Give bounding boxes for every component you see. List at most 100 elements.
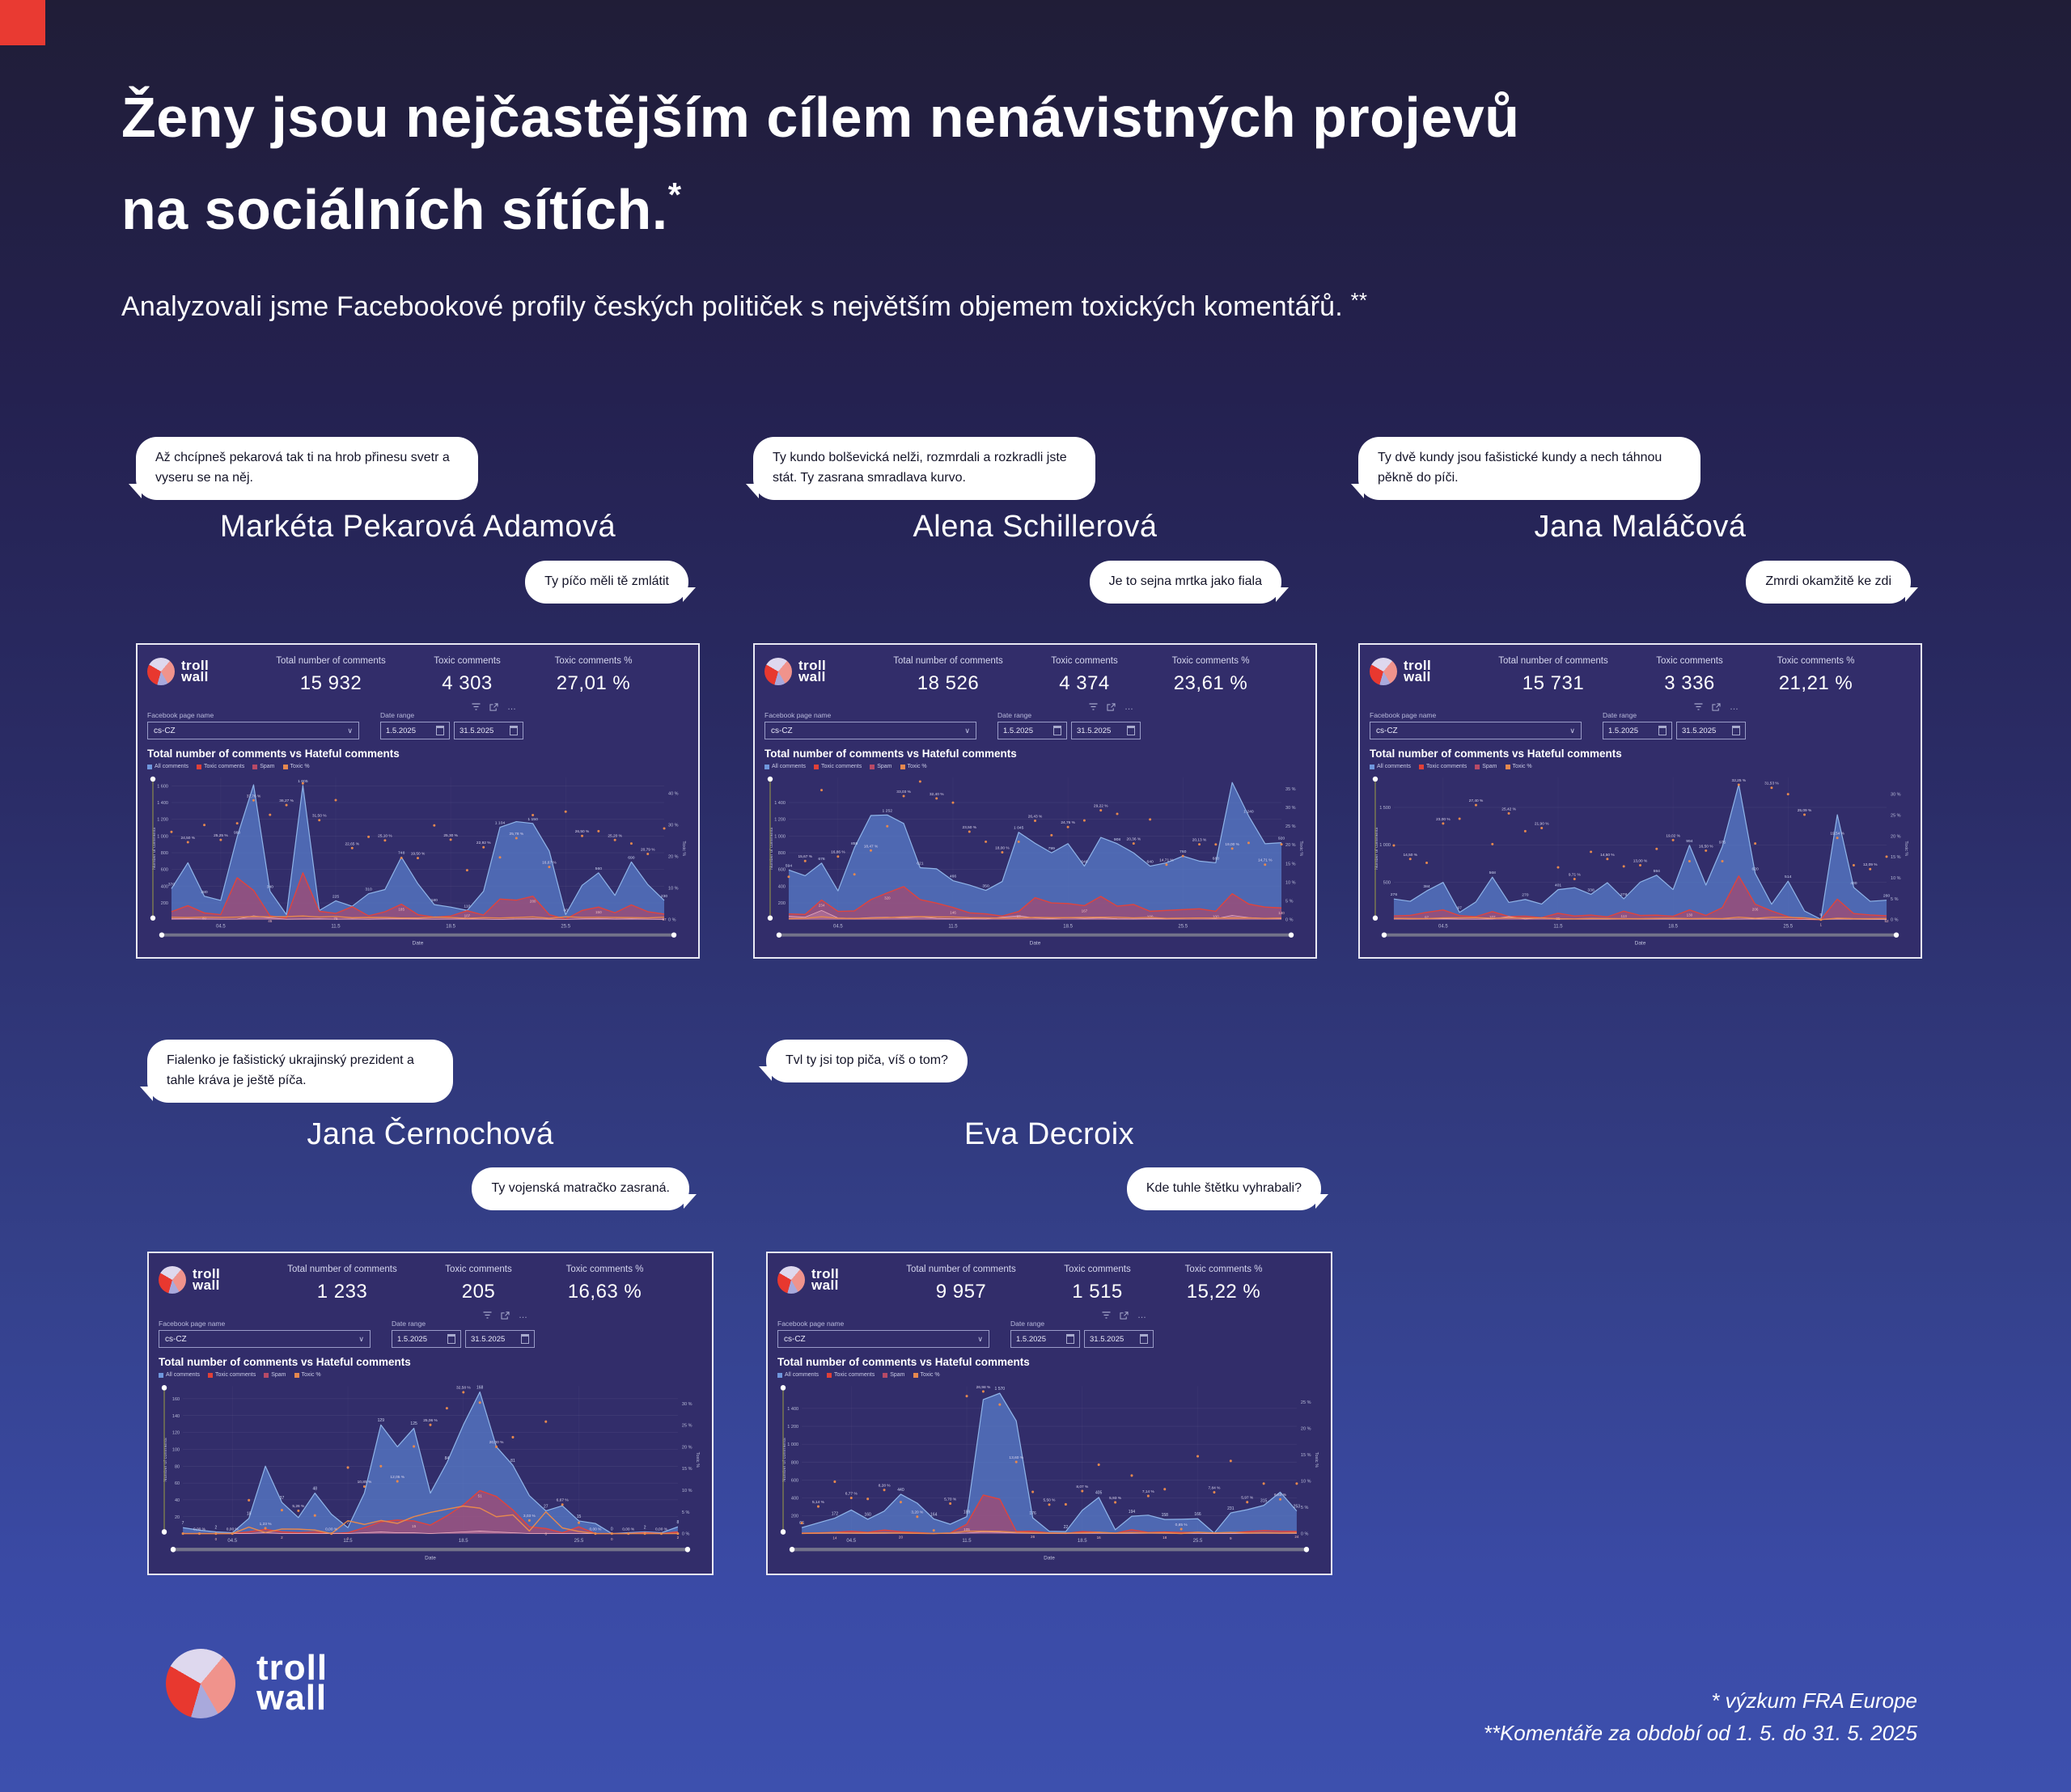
kpi-toxic-comments: Toxic comments 4 303 … — [413, 653, 522, 712]
expand-icon[interactable] — [501, 1311, 510, 1320]
expand-icon[interactable] — [489, 703, 498, 711]
kpi-label: Toxic comments — [1064, 1265, 1131, 1274]
svg-text:146: 146 — [950, 911, 956, 915]
x-range-handle[interactable] — [1893, 932, 1899, 938]
x-range-handle[interactable] — [684, 1546, 691, 1553]
date-to-input[interactable]: 31.5.2025 — [465, 1330, 535, 1348]
kpi-value: 205 — [461, 1281, 496, 1303]
politician-card: Tvl ty jsi top piča, víš o tom? Eva Decr… — [759, 1040, 1332, 1590]
svg-text:600: 600 — [791, 1478, 798, 1483]
filter-icon[interactable] — [1102, 1311, 1111, 1320]
date-to-input[interactable]: 31.5.2025 — [454, 722, 523, 739]
filter-label: Facebook page name — [777, 1320, 845, 1328]
more-options-icon[interactable]: … — [1137, 1311, 1147, 1320]
facebook-page-select[interactable]: cs-CZ ∨ — [1370, 722, 1582, 739]
svg-text:160: 160 — [172, 1397, 180, 1402]
date-from-input[interactable]: 1.5.2025 — [392, 1330, 461, 1348]
filter-icon[interactable] — [483, 1311, 492, 1320]
y-range-handle[interactable] — [150, 776, 156, 782]
y-range-handle[interactable] — [767, 776, 773, 782]
svg-text:1 605: 1 605 — [298, 779, 308, 784]
svg-text:1 200: 1 200 — [157, 818, 168, 823]
expand-icon[interactable] — [1712, 703, 1721, 711]
filter-icon[interactable] — [472, 703, 481, 711]
kpi-total-comments: Total number of comments 15 932 — [254, 653, 408, 695]
legend-item: All comments — [159, 1372, 200, 1378]
legend-item: Toxic comments — [814, 764, 862, 769]
hate-comment-text: Je to sejna mrtka jako fiala — [1108, 574, 1262, 588]
date-to-input[interactable]: 31.5.2025 — [1071, 722, 1141, 739]
date-from-input[interactable]: 1.5.2025 — [380, 722, 450, 739]
kpi-label: Toxic comments — [434, 656, 501, 666]
facebook-page-select[interactable]: cs-CZ ∨ — [764, 722, 976, 739]
date-filter-group: Date range 1.5.2025 31.5.2025 — [1603, 711, 1746, 739]
x-range-handle[interactable] — [671, 932, 677, 938]
svg-text:110: 110 — [464, 904, 470, 909]
svg-text:140: 140 — [172, 1414, 180, 1419]
x-range-handle[interactable] — [776, 932, 782, 938]
kpi-label: Toxic comments — [445, 1265, 512, 1274]
expand-icon[interactable] — [1107, 703, 1116, 711]
svg-text:32,40 %: 32,40 % — [930, 792, 944, 797]
chevron-down-icon: ∨ — [358, 1334, 364, 1343]
visual-toolbar: … — [483, 1311, 528, 1320]
more-options-icon[interactable]: … — [1730, 702, 1739, 712]
svg-text:23,50 %: 23,50 % — [963, 825, 977, 830]
y-range-handle[interactable] — [780, 1385, 786, 1391]
date-from-input[interactable]: 1.5.2025 — [1010, 1330, 1080, 1348]
filter-icon[interactable] — [1694, 703, 1703, 711]
kpi-value: 21,21 % — [1778, 672, 1853, 694]
y-range-handle[interactable] — [767, 915, 773, 921]
svg-text:150: 150 — [595, 910, 602, 914]
y-range-handle[interactable] — [780, 1529, 786, 1535]
svg-text:3,03 %: 3,03 % — [523, 1514, 536, 1519]
kpi-value: 23,61 % — [1173, 672, 1248, 694]
facebook-page-select[interactable]: cs-CZ ∨ — [147, 722, 359, 739]
x-range-handle[interactable] — [159, 932, 165, 938]
svg-text:1 000: 1 000 — [787, 1442, 798, 1447]
kpi-toxic-pct: Toxic comments % 15,22 % — [1157, 1261, 1290, 1303]
y-range-handle[interactable] — [161, 1529, 167, 1535]
calendar-icon — [1127, 726, 1135, 735]
x-range-handle[interactable] — [1381, 932, 1387, 938]
svg-text:0,85 %: 0,85 % — [1175, 1523, 1188, 1527]
date-to-input[interactable]: 31.5.2025 — [1084, 1330, 1154, 1348]
filter-icon[interactable] — [1089, 703, 1098, 711]
facebook-page-select[interactable]: cs-CZ ∨ — [159, 1330, 371, 1348]
svg-text:0 %: 0 % — [668, 918, 676, 923]
spam-swatch-icon — [870, 764, 875, 769]
trollwall-wordmark: troll wall — [811, 1266, 840, 1293]
x-range-handle[interactable] — [1288, 932, 1294, 938]
toxic-pct-swatch-icon — [1505, 764, 1510, 769]
x-range-handle[interactable] — [789, 1546, 795, 1553]
y-range-handle[interactable] — [161, 1385, 167, 1391]
more-options-icon[interactable]: … — [519, 1311, 528, 1320]
more-options-icon[interactable]: … — [507, 702, 517, 712]
kpi-toxic-comments: Toxic comments 4 374 … — [1030, 653, 1139, 712]
svg-text:2: 2 — [677, 1536, 680, 1540]
svg-text:1 570: 1 570 — [995, 1387, 1006, 1392]
more-options-icon[interactable]: … — [1124, 702, 1134, 712]
svg-text:20,13 %: 20,13 % — [1192, 838, 1207, 843]
date-from-input[interactable]: 1.5.2025 — [997, 722, 1067, 739]
svg-text:6,50 %: 6,50 % — [1274, 1493, 1287, 1498]
svg-text:18.5: 18.5 — [1063, 925, 1073, 930]
facebook-page-select[interactable]: cs-CZ ∨ — [777, 1330, 989, 1348]
y-range-handle[interactable] — [150, 915, 156, 921]
svg-text:310: 310 — [365, 888, 372, 892]
date-to-input[interactable]: 31.5.2025 — [1676, 722, 1746, 739]
svg-text:20,36 %: 20,36 % — [1127, 837, 1141, 842]
politician-name: Markéta Pekarová Adamová — [219, 510, 616, 544]
hate-comment-bubble: Ty kundo bolševická nelži, rozmrdali a r… — [746, 437, 1095, 500]
svg-text:620: 620 — [1751, 866, 1759, 871]
y-range-handle[interactable] — [1372, 776, 1379, 782]
expand-icon[interactable] — [1120, 1311, 1129, 1320]
date-from-input[interactable]: 1.5.2025 — [1603, 722, 1672, 739]
svg-text:26: 26 — [1031, 1535, 1036, 1539]
x-range-handle[interactable] — [170, 1546, 176, 1553]
date-filter-group: Date range 1.5.2025 31.5.2025 — [392, 1320, 535, 1348]
svg-text:22,92 %: 22,92 % — [476, 841, 491, 845]
y-range-handle[interactable] — [1372, 915, 1379, 921]
filter-label: Date range — [1603, 711, 1637, 719]
x-range-handle[interactable] — [1303, 1546, 1310, 1553]
